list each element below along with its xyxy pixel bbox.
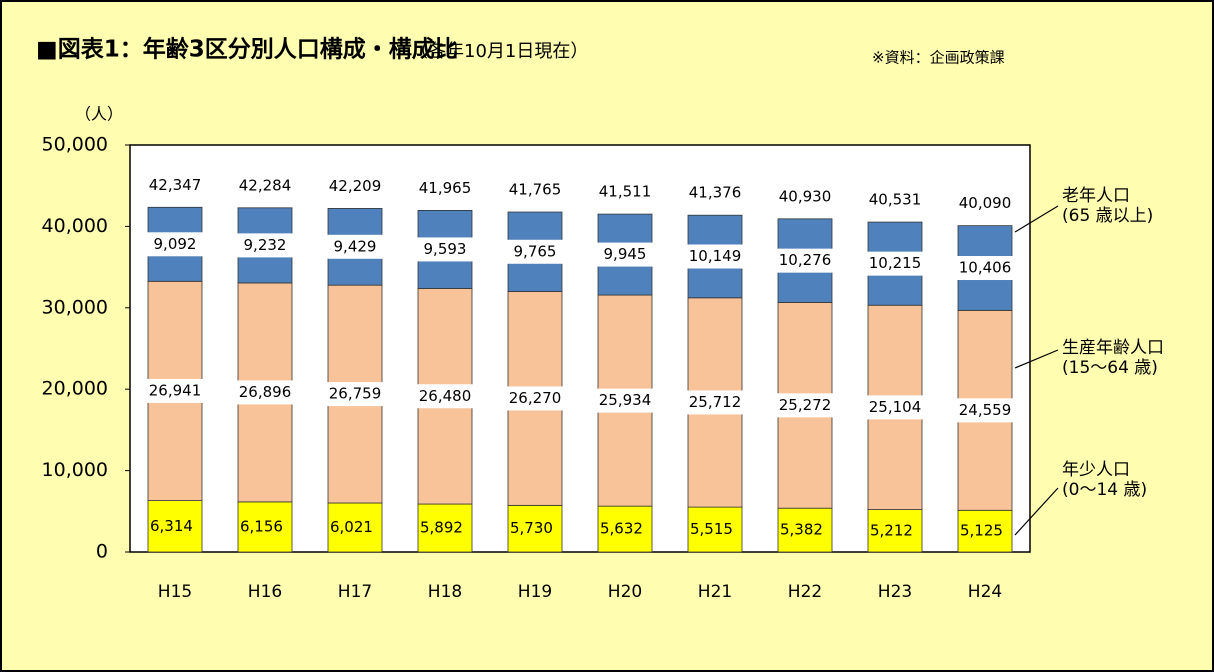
x-tick-label: H17 <box>338 582 372 602</box>
source-note: ※資料：企画政策課 <box>872 49 1005 67</box>
value-label: 26,896 <box>239 383 292 401</box>
total-label: 42,209 <box>329 177 382 195</box>
value-label: 5,730 <box>510 519 553 537</box>
value-label: 5,892 <box>420 519 463 537</box>
label-box <box>233 233 297 258</box>
legend-sublabel: (65 歳以上) <box>1062 206 1153 226</box>
x-tick-label: H22 <box>788 582 822 602</box>
label-box <box>953 398 1017 423</box>
total-label: 40,531 <box>869 191 922 209</box>
chart-title: ■図表1：年齢3区分別人口構成・構成比 <box>36 36 458 63</box>
bar-segment <box>147 500 203 553</box>
label-box <box>863 251 927 276</box>
value-label: 10,276 <box>779 251 832 269</box>
chart-subtitle: （各年10月1日現在） <box>410 41 588 62</box>
leader-line <box>1014 487 1059 536</box>
label-box <box>503 239 567 264</box>
bar-segment <box>327 502 383 553</box>
value-label: 6,156 <box>240 517 283 535</box>
value-label: 6,314 <box>150 517 193 535</box>
x-tick-label: H24 <box>968 582 1002 602</box>
leader-lines <box>1014 205 1059 536</box>
y-tick-label: 0 <box>96 541 108 563</box>
label-box <box>593 388 657 413</box>
total-label: 41,765 <box>509 181 562 199</box>
x-tick-label: H20 <box>608 582 642 602</box>
label-box <box>323 382 387 407</box>
label-box <box>773 248 837 273</box>
x-tick-label: H23 <box>878 582 912 602</box>
total-label: 41,376 <box>689 184 742 202</box>
value-label: 26,480 <box>419 387 472 405</box>
label-box <box>953 256 1017 281</box>
legend-sublabel: (15〜64 歳) <box>1062 358 1158 378</box>
total-label: 40,090 <box>959 194 1012 212</box>
value-label: 5,515 <box>690 520 733 538</box>
value-label: 9,232 <box>244 236 287 254</box>
value-label: 5,632 <box>600 520 643 538</box>
x-tick-label: H16 <box>248 582 282 602</box>
total-label: 42,347 <box>149 176 202 194</box>
y-tick-label: 20,000 <box>42 378 108 400</box>
label-box <box>683 390 747 415</box>
value-label: 6,021 <box>330 518 373 536</box>
total-label: 42,284 <box>239 176 292 194</box>
value-label: 10,215 <box>869 254 922 272</box>
total-label: 40,930 <box>779 187 832 205</box>
value-label: 9,429 <box>334 237 377 255</box>
legend-label: 年少人口 <box>1062 460 1130 480</box>
y-tick-label: 40,000 <box>42 215 108 237</box>
label-box <box>503 386 567 411</box>
value-label: 10,406 <box>959 259 1012 277</box>
value-label: 9,765 <box>514 242 557 260</box>
label-box <box>143 232 207 257</box>
bar-segment <box>597 505 653 553</box>
legend-label: 生産年齢人口 <box>1062 338 1164 358</box>
label-box <box>593 242 657 267</box>
bar-segment <box>237 501 293 553</box>
y-tick-label: 50,000 <box>42 134 108 156</box>
value-label: 25,272 <box>779 396 832 414</box>
y-tick-label: 10,000 <box>42 459 108 481</box>
leader-line <box>1014 205 1059 233</box>
bar-segment <box>417 503 473 553</box>
label-box <box>413 237 477 262</box>
x-tick-label: H15 <box>158 582 192 602</box>
x-tick-label: H21 <box>698 582 732 602</box>
label-box <box>143 378 207 403</box>
value-label: 10,149 <box>689 247 742 265</box>
value-label: 24,559 <box>959 401 1012 419</box>
value-label: 25,934 <box>599 391 652 409</box>
value-label: 5,212 <box>870 521 913 539</box>
bar-segment <box>777 507 833 553</box>
label-box <box>323 234 387 259</box>
value-label: 25,712 <box>689 393 742 411</box>
value-label: 26,270 <box>509 389 562 407</box>
value-label: 25,104 <box>869 398 922 416</box>
total-label: 41,511 <box>599 183 652 201</box>
legend-label: 老年人口 <box>1062 186 1130 206</box>
value-label: 26,941 <box>149 381 202 399</box>
label-box <box>863 395 927 420</box>
label-box <box>773 393 837 418</box>
total-label: 41,965 <box>419 179 472 197</box>
y-tick-label: 30,000 <box>42 296 108 318</box>
label-box <box>233 380 297 405</box>
x-tick-label: H19 <box>518 582 552 602</box>
value-label: 5,382 <box>780 521 823 539</box>
bar-segment <box>507 504 563 553</box>
legend-sublabel: (0〜14 歳) <box>1062 480 1147 500</box>
value-label: 9,945 <box>604 245 647 263</box>
value-label: 26,759 <box>329 385 382 403</box>
value-label: 9,593 <box>424 240 467 258</box>
label-box <box>683 244 747 269</box>
value-label: 9,092 <box>154 235 197 253</box>
x-tick-label: H18 <box>428 582 462 602</box>
y-axis-label: （人） <box>75 105 123 124</box>
label-box <box>413 384 477 409</box>
leader-line <box>1014 349 1059 369</box>
value-label: 5,125 <box>960 522 1003 540</box>
bar-segment <box>687 506 743 553</box>
